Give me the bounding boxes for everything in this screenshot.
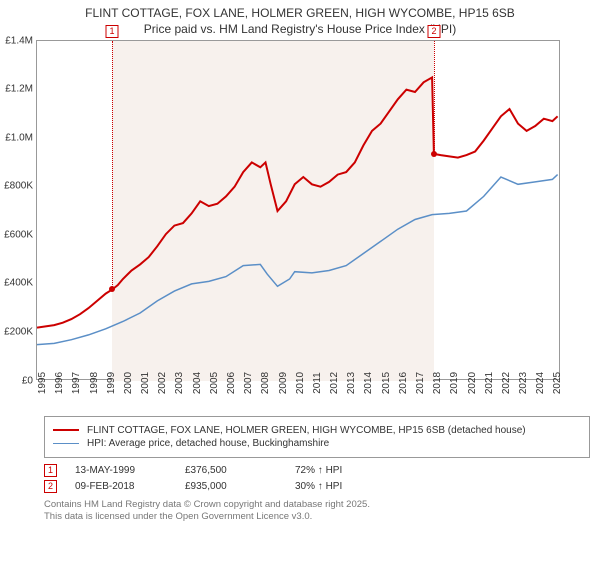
series-property <box>37 77 558 327</box>
legend-item-hpi: HPI: Average price, detached house, Buck… <box>53 438 581 449</box>
chart-container: £0£200K£400K£600K£800K£1.0M£1.2M£1.4M199… <box>36 40 596 410</box>
series-hpi <box>37 174 558 344</box>
y-axis-tick: £1.0M <box>5 132 33 143</box>
transaction-row: 1 13-MAY-1999£376,50072% ↑ HPI <box>44 464 590 477</box>
transaction-marker-line <box>434 41 435 154</box>
y-axis-tick: £400K <box>4 278 33 289</box>
transaction-dot <box>431 151 437 157</box>
transaction-price: £935,000 <box>185 481 295 492</box>
y-axis-tick: £1.4M <box>5 35 33 46</box>
y-axis-tick: £800K <box>4 181 33 192</box>
transaction-hpi-diff: 72% ↑ HPI <box>295 465 405 476</box>
transaction-date: 09-FEB-2018 <box>75 481 185 492</box>
chart-title-line2: Price paid vs. HM Land Registry's House … <box>0 22 600 36</box>
transaction-marker-box: 1 <box>106 25 119 38</box>
legend-swatch-hpi <box>53 443 79 444</box>
transaction-hpi-diff: 30% ↑ HPI <box>295 481 405 492</box>
transaction-marker-box: 2 <box>428 25 441 38</box>
legend-item-property: FLINT COTTAGE, FOX LANE, HOLMER GREEN, H… <box>53 425 581 436</box>
y-axis-tick: £600K <box>4 229 33 240</box>
legend-label-property: FLINT COTTAGE, FOX LANE, HOLMER GREEN, H… <box>87 425 526 436</box>
footer-line2: This data is licensed under the Open Gov… <box>44 511 590 523</box>
legend-swatch-property <box>53 429 79 431</box>
transaction-row: 2 09-FEB-2018£935,00030% ↑ HPI <box>44 480 590 493</box>
chart-title-line1: FLINT COTTAGE, FOX LANE, HOLMER GREEN, H… <box>0 6 600 22</box>
transaction-price: £376,500 <box>185 465 295 476</box>
plot-area: £0£200K£400K£600K£800K£1.0M£1.2M£1.4M199… <box>36 40 560 380</box>
series-svg <box>37 41 561 381</box>
y-axis-tick: £0 <box>22 375 33 386</box>
y-axis-tick: £1.2M <box>5 84 33 95</box>
footer-line1: Contains HM Land Registry data © Crown c… <box>44 499 590 511</box>
transaction-index-box: 1 <box>44 464 57 477</box>
y-axis-tick: £200K <box>4 327 33 338</box>
transaction-index-box: 2 <box>44 480 57 493</box>
transaction-table: 1 13-MAY-1999£376,50072% ↑ HPI 2 09-FEB-201… <box>44 464 590 493</box>
transaction-marker-line <box>112 41 113 290</box>
footer-attribution: Contains HM Land Registry data © Crown c… <box>44 499 590 524</box>
legend: FLINT COTTAGE, FOX LANE, HOLMER GREEN, H… <box>44 416 590 458</box>
transaction-dot <box>109 286 115 292</box>
transaction-date: 13-MAY-1999 <box>75 465 185 476</box>
legend-label-hpi: HPI: Average price, detached house, Buck… <box>87 438 329 449</box>
